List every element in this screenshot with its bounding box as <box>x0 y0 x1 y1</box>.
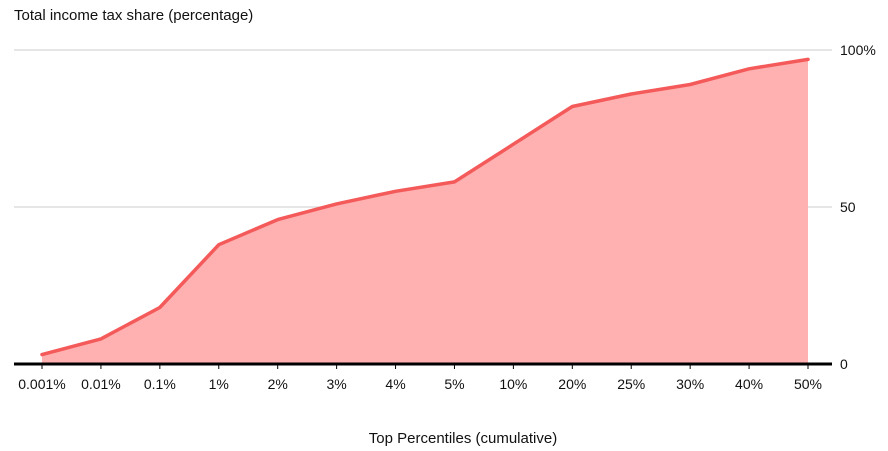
x-tick-label: 5% <box>444 376 464 392</box>
x-tick-label: 25% <box>617 376 645 392</box>
y-tick-label: 0 <box>840 356 848 372</box>
x-tick-label: 3% <box>326 376 346 392</box>
x-tick-label: 50% <box>794 376 822 392</box>
x-tick-label: 0.01% <box>81 376 121 392</box>
x-axis-labels: 0.001% 0.01% 0.1% 1% 2% 3% 4% 5% 10% 20% 25% 30% 40%… <box>18 376 822 392</box>
x-tick-label: 1% <box>209 376 229 392</box>
x-tick-label: 0.1% <box>144 376 176 392</box>
chart-title: Total income tax share (percentage) <box>14 7 253 24</box>
y-axis: 0 50 100% <box>840 42 876 372</box>
area-series <box>40 57 810 365</box>
x-tick-label: 10% <box>499 376 527 392</box>
x-tick-label: 2% <box>268 376 288 392</box>
y-tick-label: 100% <box>840 42 876 58</box>
x-axis-title: Top Percentiles (cumulative) <box>369 430 557 447</box>
x-axis <box>14 362 832 369</box>
x-tick-label: 30% <box>676 376 704 392</box>
series-line <box>40 57 810 357</box>
x-tick-label: 40% <box>735 376 763 392</box>
x-tick-label: 0.001% <box>18 376 65 392</box>
y-tick-label: 50 <box>840 199 856 215</box>
x-tick-label: 4% <box>385 376 405 392</box>
x-tick-label: 20% <box>558 376 586 392</box>
area-fill <box>42 59 808 365</box>
